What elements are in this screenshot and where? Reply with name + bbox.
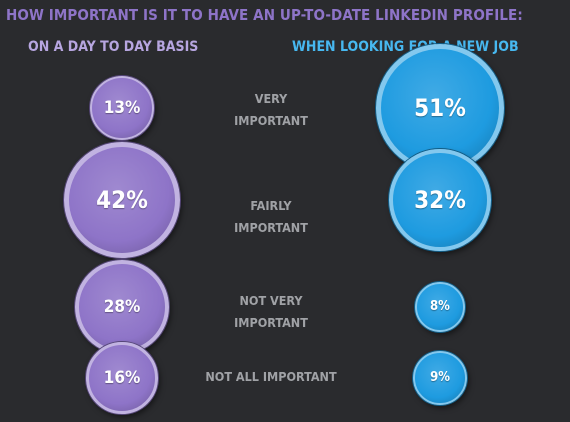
category-label: NOT ALL IMPORTANT [205, 369, 337, 384]
bubble-new-job-2: 8% [414, 281, 466, 333]
bubble-value-label: 28% [103, 296, 141, 317]
series-label-new-job: WHEN LOOKING FOR A NEW JOB [292, 39, 519, 55]
bubble-value-label: 9% [430, 370, 450, 386]
bubble-value-label: 32% [414, 185, 466, 214]
bubble-day-to-day-1: 42% [63, 141, 181, 259]
bubble-value-label: 42% [96, 185, 148, 214]
bubble-value-label: 16% [103, 367, 141, 388]
bubble-new-job-3: 9% [413, 351, 467, 405]
bubble-value-label: 13% [103, 97, 141, 118]
category-label: FAIRLY IMPORTANT [234, 198, 308, 235]
series-label-day-to-day: ON A DAY TO DAY BASIS [28, 39, 199, 55]
bubble-value-label: 8% [430, 299, 450, 315]
category-label: NOT VERY IMPORTANT [234, 293, 308, 330]
bubble-value-label: 51% [414, 94, 466, 122]
bubble-day-to-day-0: 13% [89, 75, 155, 141]
category-label: VERY IMPORTANT [234, 91, 308, 128]
bubble-new-job-1: 32% [389, 149, 491, 251]
bubble-day-to-day-2: 28% [74, 259, 170, 355]
chart-title: HOW IMPORTANT IS IT TO HAVE AN UP-TO-DAT… [6, 6, 523, 24]
bubble-day-to-day-3: 16% [86, 342, 158, 414]
